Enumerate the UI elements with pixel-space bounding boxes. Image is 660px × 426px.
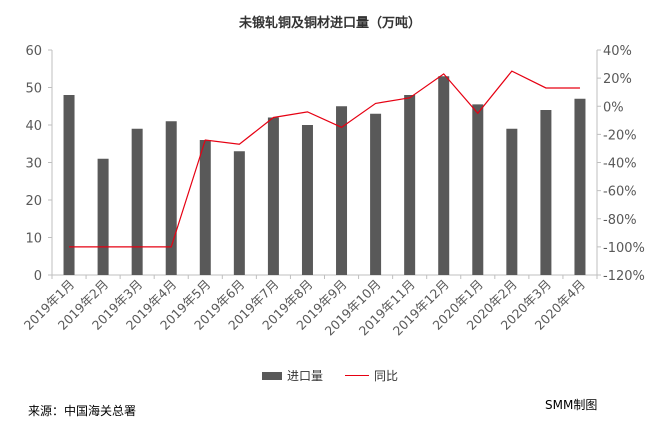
bar-2019年9月 [336,106,348,275]
left-tick-label: 40 [25,119,42,134]
left-tick-label: 50 [25,82,42,97]
legend: 进口量 同比 [0,367,660,384]
legend-item-yoy: 同比 [345,367,398,384]
bar-2019年8月 [301,125,313,275]
right-tick-label: -100% [603,241,645,256]
bar-2019年4月 [165,121,177,275]
left-tick-label: 0 [34,269,42,284]
legend-line-swatch [345,375,369,376]
right-tick-label: 0% [603,100,624,115]
bar-2019年3月 [131,128,143,275]
bar-2020年3月 [540,110,552,275]
bar-2020年4月 [574,98,586,275]
bar-2019年12月 [438,76,450,275]
bar-2019年5月 [199,140,211,275]
source-note: 来源：中国海关总署 [28,404,137,418]
credit-note: SMM制图 [545,398,598,412]
left-tick-label: 10 [25,232,42,247]
bar-2019年6月 [233,151,245,275]
legend-bar-swatch [261,371,282,380]
right-tick-label: -120% [603,269,645,284]
right-tick-label: -80% [603,213,637,228]
bar-2020年1月 [472,104,484,275]
bar-2020年2月 [506,128,518,275]
right-tick-label: -60% [603,185,637,200]
legend-label: 进口量 [286,369,323,383]
bar-2019年1月 [63,95,75,275]
bar-2019年10月 [370,113,382,275]
left-tick-label: 30 [25,157,42,172]
right-tick-label: 40% [603,44,632,59]
left-tick-label: 20 [25,194,42,209]
left-tick-label: 60 [25,44,42,59]
bar-2019年2月 [97,158,109,275]
right-tick-label: -20% [603,128,637,143]
legend-item-imports: 进口量 [261,367,323,384]
bar-2019年11月 [404,95,416,275]
bar-2019年7月 [267,117,279,275]
legend-label: 同比 [374,369,399,383]
right-tick-label: -40% [603,157,637,172]
chart-title: 未锻轧铜及铜材进口量（万吨） [238,16,421,31]
right-tick-label: 20% [603,72,632,87]
yoy-line [69,70,580,248]
